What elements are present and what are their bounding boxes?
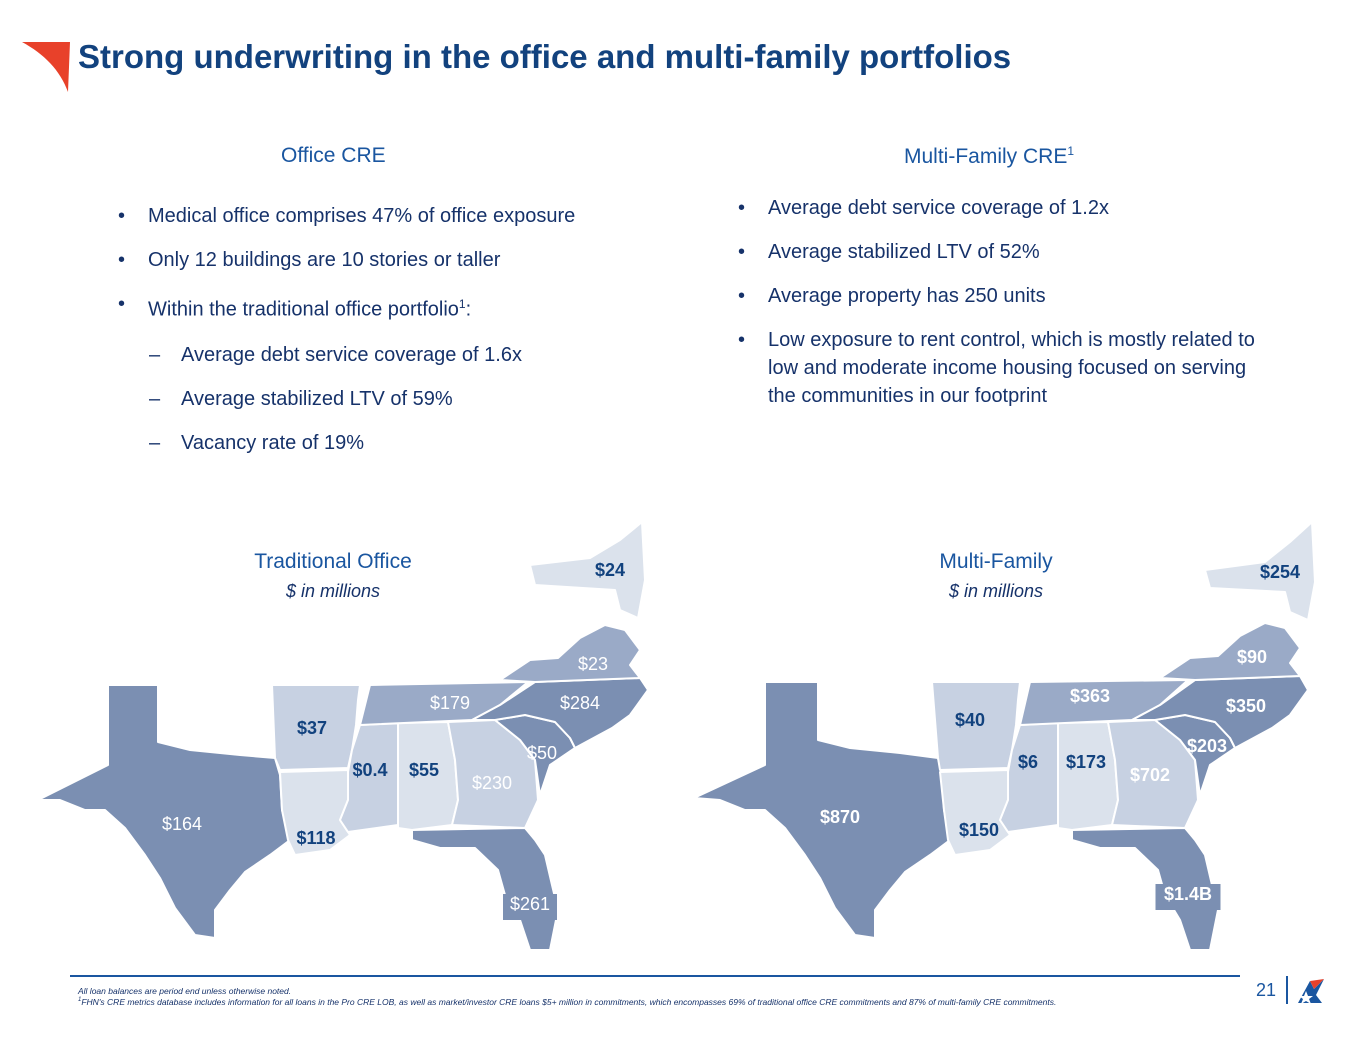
state-florida [411, 827, 559, 951]
mf-value-tx: $870 [820, 807, 860, 827]
footnote-1: All loan balances are period end unless … [78, 986, 292, 996]
office-label-bg-fl [503, 894, 557, 920]
state-florida [1071, 827, 1219, 951]
mf-value-tn: $363 [1070, 686, 1110, 706]
multifamily-map-title: Multi-Family [939, 550, 1053, 573]
state-texas [693, 681, 951, 939]
mf-value-nc: $350 [1226, 696, 1266, 716]
office-bullet-3: Within the traditional office portfolio1… [115, 290, 575, 324]
office-value-ar: $37 [297, 718, 327, 738]
office-value-sc: $50 [527, 743, 557, 763]
footer-divider [70, 975, 1240, 977]
mf-value-ga: $702 [1130, 765, 1170, 785]
office-value-la: $118 [296, 828, 335, 848]
page-number-divider [1286, 976, 1288, 1004]
mf-label-bg-fl [1155, 884, 1221, 910]
multifamily-map-subtitle: $ in millions [948, 581, 1044, 601]
office-value-tn: $179 [430, 693, 470, 713]
mf-value-fl: $1.4B [1164, 884, 1212, 904]
office-value-va: $23 [578, 654, 608, 674]
office-value-ny: $24 [595, 560, 625, 580]
office-bullet-2: Only 12 buildings are 10 stories or tall… [115, 246, 575, 274]
mf-value-al: $173 [1066, 752, 1106, 772]
page-number: 21 [1256, 980, 1277, 1000]
mf-value-la: $150 [959, 820, 999, 840]
brand-star-icon [1296, 977, 1326, 1005]
office-value-al: $55 [409, 760, 439, 780]
state-new-york [1204, 521, 1316, 621]
office-cre-heading: Office CRE [281, 144, 386, 167]
office-value-fl: $261 [510, 894, 550, 914]
state-alabama [1057, 721, 1119, 831]
mf-bullet-3: Average property has 250 units [735, 282, 1295, 310]
mf-value-ar: $40 [955, 710, 985, 730]
office-value-nc: $284 [560, 693, 600, 713]
office-map-subtitle: $ in millions [285, 581, 381, 601]
state-new-york [529, 521, 646, 619]
mf-bullet-4: Low exposure to rent control, which is m… [735, 326, 1273, 410]
state-louisiana [939, 769, 1011, 856]
multifamily-cre-bullets: Average debt service coverage of 1.2x Av… [735, 194, 1295, 410]
mf-bullet-1: Average debt service coverage of 1.2x [735, 194, 1295, 222]
page-title: Strong underwriting in the office and mu… [78, 38, 1012, 75]
office-value-ms: $0.4 [352, 760, 387, 780]
office-map-title: Traditional Office [254, 550, 412, 573]
office-sub-bullet-1: Average debt service coverage of 1.6x [115, 341, 575, 369]
office-map: $164 $37 $118 $0.4 $55 $179 $230 $261 $50 $284 $23… [37, 521, 649, 951]
office-value-ga: $230 [472, 773, 512, 793]
mf-value-ms: $6 [1018, 752, 1038, 772]
office-bullet-1: Medical office comprises 47% of office e… [115, 202, 575, 230]
office-sub-bullet-2: Average stabilized LTV of 59% [115, 385, 575, 413]
multifamily-map: $870 $40 $150 $6 $173 $363 $702 $1.4B $203 $350 $9… [693, 521, 1316, 951]
state-virginia [499, 624, 641, 683]
mf-value-ny: $254 [1260, 562, 1300, 582]
mf-value-va: $90 [1237, 647, 1267, 667]
office-cre-bullets: Medical office comprises 47% of office e… [115, 202, 575, 457]
office-sub-bullet-3: Vacancy rate of 19% [115, 429, 575, 457]
brand-swoosh-logo [22, 42, 70, 92]
state-texas [37, 684, 291, 939]
mf-bullet-2: Average stabilized LTV of 52% [735, 238, 1295, 266]
multifamily-cre-heading: Multi-Family CRE1 [904, 144, 1075, 168]
footnote-2: 1FHN's CRE metrics database includes inf… [78, 997, 1057, 1007]
state-virginia [1159, 622, 1301, 681]
office-value-tx: $164 [162, 814, 202, 834]
mf-value-sc: $203 [1187, 736, 1227, 756]
